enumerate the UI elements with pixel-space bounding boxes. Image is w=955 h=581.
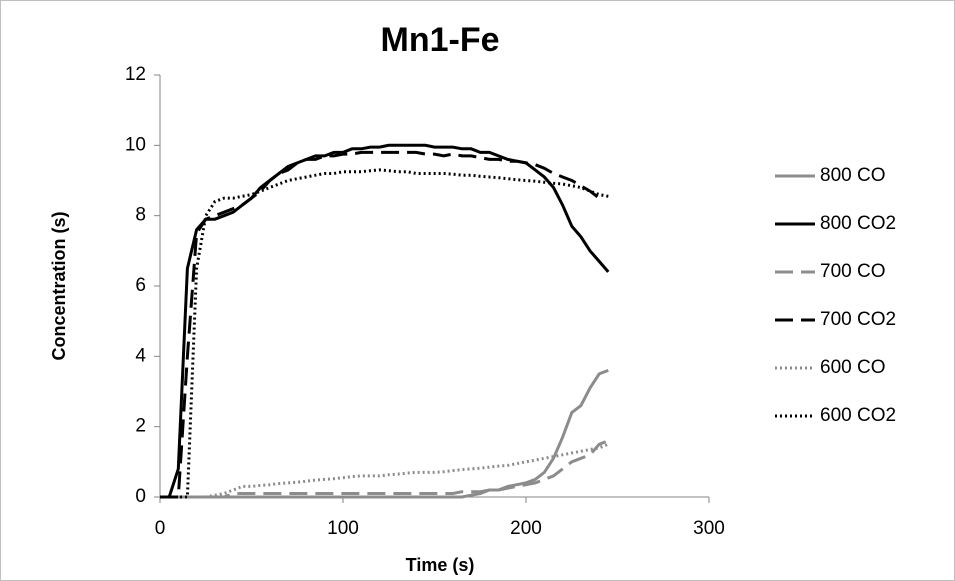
legend-label: 600 CO2: [820, 405, 896, 426]
legend-label: 800 CO: [820, 165, 885, 186]
series-line: [160, 150, 601, 499]
series-line: [160, 168, 609, 499]
x-tick-label: 200: [510, 518, 542, 539]
legend-label: 600 CO: [820, 357, 885, 378]
y-tick-label: 4: [135, 345, 146, 366]
x-tick-label: 300: [693, 518, 725, 539]
y-tick-label: 0: [135, 486, 146, 507]
y-tick-label: 8: [135, 205, 146, 226]
y-tick-label: 6: [135, 275, 146, 296]
x-tick-label: 0: [155, 518, 166, 539]
y-tick-label: 2: [135, 416, 146, 437]
series-line: [160, 442, 609, 499]
y-tick-label: 10: [125, 134, 146, 155]
x-tick-label: 100: [327, 518, 359, 539]
legend-label: 800 CO2: [820, 213, 896, 234]
series-line: [160, 368, 609, 499]
legend-label: 700 CO2: [820, 309, 896, 330]
y-tick-label: 12: [125, 64, 146, 85]
series-line: [160, 143, 610, 499]
y-axis-label: Concentration (s): [49, 211, 69, 360]
x-axis-label: Time (s): [406, 555, 475, 575]
legend-label: 700 CO: [820, 261, 885, 282]
series-line: [160, 439, 609, 499]
chart-title: Mn1-Fe: [381, 21, 500, 59]
